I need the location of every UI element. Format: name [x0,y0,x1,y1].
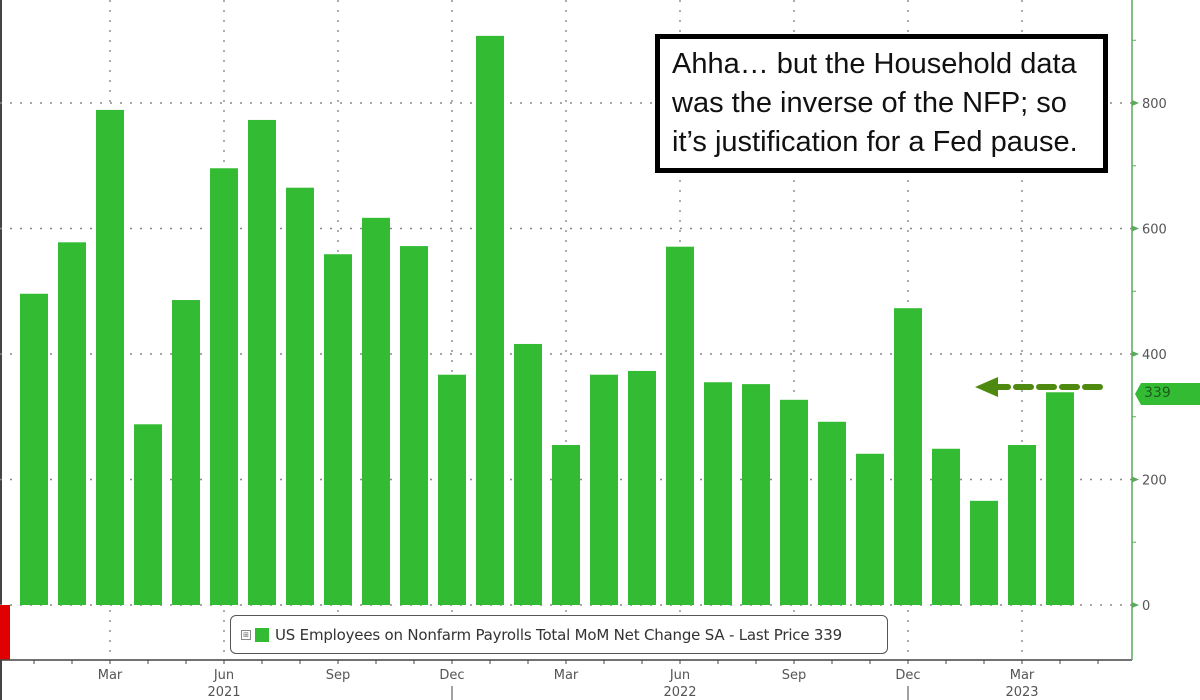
y-tick-marker [1132,225,1139,232]
annotation-line-3: it’s justification for a Fed pause. [672,126,1078,158]
bar-aug-2021 [286,187,314,605]
annotation-line-1: Ahha… but the Household data [672,48,1077,80]
x-tick-label: Mar [1010,668,1035,683]
bar-may-2021 [172,300,200,605]
bar-sep-2021 [324,254,352,606]
x-tick-label: Mar [554,668,579,683]
bar-feb-2023 [970,500,998,605]
bar-mar-2022 [552,444,580,605]
x-tick-label: Dec [895,668,920,683]
y-tick-marker [1132,602,1139,608]
bar-oct-2021 [362,217,390,605]
last-price-tag-shape [1135,383,1200,405]
x-tick-label: Dec [439,668,464,683]
bar-feb-2022 [514,343,542,605]
y-tick-label: 0 [1142,599,1150,614]
y-tick-marker [1132,351,1139,357]
x-tick-label: Mar [98,668,123,683]
bar-nov-2022 [856,453,884,605]
legend: ⊞ US Employees on Nonfarm Payrolls Total… [230,615,888,654]
bar-jul-2022 [704,382,732,605]
arrow-head [975,377,998,397]
x-year-label: 2021 [207,685,240,700]
bar-jul-2021 [248,119,276,605]
x-tick-label: Sep [326,668,351,683]
bar-feb-2021 [58,242,86,605]
bar-jun-2022 [666,246,694,605]
y-tick-label: 200 [1142,474,1167,489]
legend-label: US Employees on Nonfarm Payrolls Total M… [275,625,842,644]
bars [0,35,1074,660]
bar-jun-2021 [210,168,238,605]
bar-jan-2023 [932,448,960,605]
bar-oct-2022 [818,421,846,605]
y-tick-label: 600 [1142,223,1167,238]
x-tick-label: Jun [669,668,690,683]
y-tick-marker [1132,476,1139,483]
x-tick-label: Sep [782,668,807,683]
y-tick-marker [1132,100,1139,106]
legend-swatch [255,627,269,642]
y-tick-label: 400 [1142,348,1167,363]
bar-apr-2023 [1046,392,1074,605]
legend-expand-icon[interactable]: ⊞ [241,629,251,640]
last-price-value: 339 [1144,385,1171,401]
x-year-label: 2022 [663,685,696,700]
pointer-arrow [975,377,1103,397]
x-axis-ticks: Mar Jun 2021 Sep Dec Mar Jun 2022 Sep Dec Mar 2023 [33,660,1099,700]
bar-apr-2021 [134,424,162,605]
bar-jan-2022 [476,35,504,606]
bar-mar-2023 [1008,444,1036,605]
annotation-box: Ahha… but the Household data was the inv… [655,34,1108,173]
bar-nov-2021 [400,246,428,605]
y-tick-label: 800 [1142,97,1167,112]
bar-aug-2022 [742,384,770,605]
bar-dec-2021 [438,374,466,605]
bar-dec-2022 [894,308,922,605]
left-edge-border [0,0,2,700]
bar-may-2022 [628,370,656,605]
last-price-tag: 339 [1135,383,1200,405]
bar-mar-2021 [96,109,124,605]
x-year-label: 2023 [1005,685,1038,700]
bar-jan-2021 [20,293,48,605]
annotation-line-2: was the inverse of the NFP; so [672,87,1067,119]
bar-dec-2020 [0,605,10,660]
bar-sep-2022 [780,399,808,605]
bar-apr-2022 [590,374,618,605]
y-axis-ticks: 0 200 400 600 800 [1132,39,1167,614]
x-tick-label: Jun [213,668,234,683]
